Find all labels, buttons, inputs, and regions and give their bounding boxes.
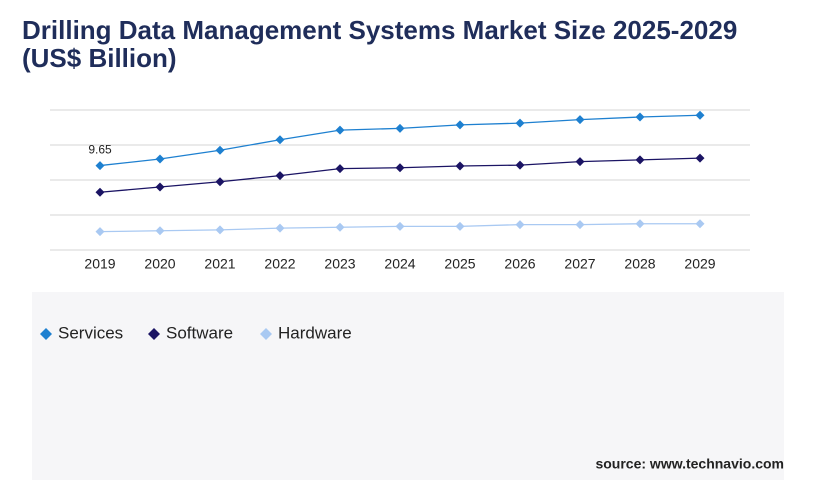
legend-marker: [148, 328, 160, 340]
x-tick-label: 2020: [144, 256, 175, 272]
data-point: [215, 177, 225, 187]
data-point: [695, 219, 705, 229]
x-tick-label: 2025: [444, 256, 475, 272]
data-point: [95, 227, 105, 237]
data-point: [395, 123, 405, 133]
data-point: [635, 155, 645, 165]
legend-label: Hardware: [278, 323, 352, 342]
data-point: [155, 226, 165, 236]
chart-title: Drilling Data Management Systems Market …: [22, 15, 737, 73]
x-tick-label: 2026: [504, 256, 535, 272]
x-tick-label: 2024: [384, 256, 415, 272]
data-point: [575, 157, 585, 167]
data-point: [215, 145, 225, 155]
data-point: [455, 120, 465, 130]
data-point: [635, 219, 645, 229]
data-point: [335, 222, 345, 232]
data-point: [695, 153, 705, 163]
x-tick-label: 2023: [324, 256, 355, 272]
legend-label: Software: [166, 323, 233, 342]
data-point: [515, 220, 525, 230]
source: source: www.technavio.com: [595, 456, 784, 472]
data-point: [695, 110, 705, 120]
data-point: [395, 163, 405, 173]
x-tick-label: 2027: [564, 256, 595, 272]
x-tick-label: 2029: [684, 256, 715, 272]
legend-marker: [40, 328, 52, 340]
data-point: [95, 187, 105, 197]
data-point: [515, 118, 525, 128]
data-point: [155, 182, 165, 192]
data-point: [575, 220, 585, 230]
data-point: [575, 115, 585, 125]
data-label: 9.65: [88, 143, 112, 157]
data-point: [335, 125, 345, 135]
data-point: [95, 161, 105, 171]
data-point: [275, 223, 285, 233]
data-point: [395, 221, 405, 231]
legend-label: Services: [58, 323, 123, 342]
x-tick-label: 2019: [84, 256, 115, 272]
data-point: [275, 135, 285, 145]
data-point: [635, 112, 645, 122]
data-point: [515, 160, 525, 170]
data-point: [335, 164, 345, 174]
data-point: [455, 161, 465, 171]
data-point: [455, 221, 465, 231]
data-point: [155, 154, 165, 164]
x-tick-label: 2028: [624, 256, 655, 272]
series-line: [99, 157, 701, 193]
data-point: [215, 225, 225, 235]
data-point: [275, 171, 285, 181]
legend-panel: [32, 292, 784, 480]
x-tick-label: 2022: [264, 256, 295, 272]
series-line: [99, 114, 701, 167]
x-tick-label: 2021: [204, 256, 235, 272]
legend-marker: [260, 328, 272, 340]
